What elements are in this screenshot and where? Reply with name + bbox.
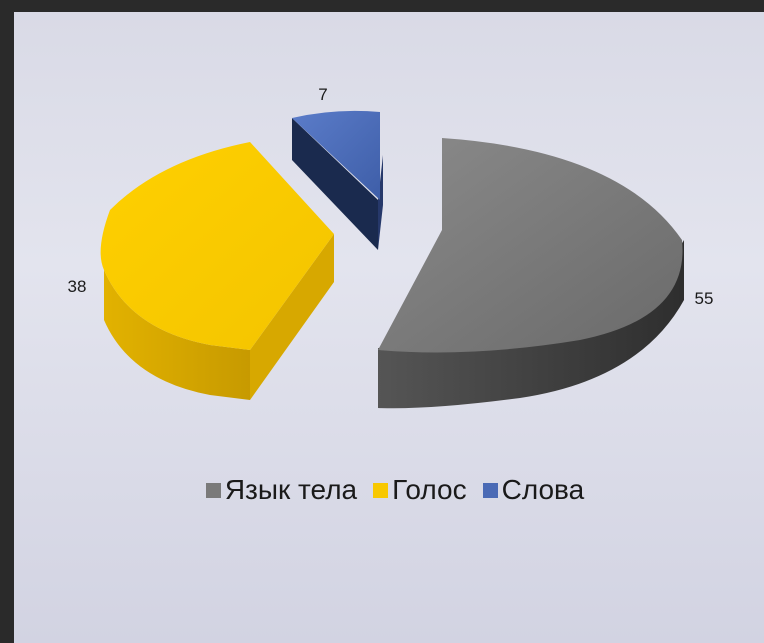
pie-slice-words: [292, 110, 383, 250]
legend-item-words: Слова: [482, 474, 585, 506]
chart-legend: Язык тела Голос Слова: [0, 474, 764, 506]
legend-item-body-language: Язык тела: [205, 474, 358, 506]
data-label-body-language: 55: [695, 289, 714, 308]
legend-item-voice: Голос: [373, 474, 467, 506]
pie-slice-body-language: [378, 138, 684, 409]
data-label-words: 7: [318, 85, 327, 104]
data-label-voice: 38: [68, 277, 87, 296]
legend-label: Слова: [501, 474, 585, 505]
pie-slice-voice: [100, 142, 334, 400]
legend-swatch-blue: [482, 482, 498, 498]
legend-label: Голос: [392, 474, 467, 505]
legend-label: Язык тела: [224, 474, 358, 505]
legend-swatch-gray: [205, 482, 221, 498]
legend-swatch-yellow: [373, 482, 389, 498]
